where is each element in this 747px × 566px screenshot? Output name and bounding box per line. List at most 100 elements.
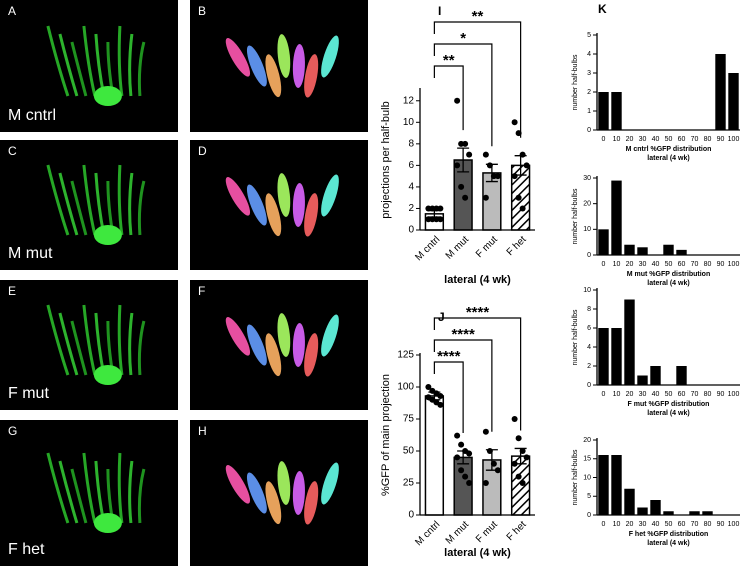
x-tick-label: 70 bbox=[691, 391, 699, 398]
gfp-signal bbox=[128, 460, 134, 524]
reconstruction bbox=[246, 324, 267, 366]
data-point bbox=[437, 216, 444, 223]
x-tick-label: 70 bbox=[691, 521, 699, 528]
gfp-signal bbox=[58, 312, 79, 376]
data-point bbox=[437, 401, 444, 408]
bar bbox=[453, 456, 473, 516]
gfp-signal bbox=[128, 312, 134, 376]
bar bbox=[650, 366, 661, 385]
reconstruction bbox=[321, 314, 339, 357]
x-axis-label: lateral (4 wk) bbox=[647, 155, 689, 162]
data-point bbox=[458, 441, 465, 448]
y-tick-label: 0 bbox=[587, 382, 591, 389]
y-tick-label: 10 bbox=[403, 117, 415, 128]
data-point bbox=[494, 467, 501, 474]
bar bbox=[676, 366, 687, 385]
data-point bbox=[519, 448, 526, 454]
bar bbox=[715, 54, 726, 130]
y-axis-label: %GFP of main projection bbox=[380, 374, 392, 496]
y-tick-label: 20 bbox=[583, 437, 591, 444]
x-tick-label: 60 bbox=[678, 261, 686, 268]
data-point bbox=[511, 416, 518, 422]
significance-bracket bbox=[433, 65, 464, 131]
y-tick-label: 8 bbox=[408, 138, 414, 149]
gfp-signal bbox=[58, 172, 79, 236]
gfp-signal bbox=[46, 25, 70, 97]
y-tick-label: 15 bbox=[583, 456, 591, 463]
x-tick-label: 80 bbox=[704, 261, 712, 268]
x-axis-label: F mut %GFP distribution bbox=[628, 401, 710, 408]
gfp-signal bbox=[82, 25, 97, 97]
x-tick-label: 90 bbox=[717, 136, 725, 143]
bar bbox=[702, 511, 713, 515]
bar bbox=[624, 299, 635, 385]
x-tick-label: M mut bbox=[444, 234, 472, 262]
significance-bracket bbox=[433, 21, 522, 138]
bar bbox=[663, 511, 674, 515]
reconstruction bbox=[225, 465, 251, 504]
x-axis-label: lateral (4 wk) bbox=[647, 410, 689, 417]
gfp-signal bbox=[93, 513, 122, 533]
y-tick-label: 2 bbox=[587, 89, 591, 96]
bar bbox=[611, 92, 622, 130]
reconstruction bbox=[265, 54, 282, 98]
gfp-signal bbox=[70, 180, 88, 236]
x-tick-label: 0 bbox=[602, 391, 606, 398]
panel-letter: K bbox=[598, 2, 607, 16]
reconstruction bbox=[304, 333, 319, 377]
y-axis-label: number half-bulbs bbox=[572, 449, 579, 506]
data-point bbox=[482, 194, 489, 201]
panel-letter: I bbox=[438, 4, 441, 18]
panel-label: F mut bbox=[8, 385, 49, 402]
x-tick-label: 70 bbox=[691, 261, 699, 268]
micrograph bbox=[190, 280, 368, 410]
y-tick-label: 30 bbox=[583, 175, 591, 182]
x-tick-label: 50 bbox=[665, 261, 673, 268]
y-tick-label: 75 bbox=[403, 414, 415, 425]
y-tick-label: 0 bbox=[587, 512, 591, 519]
reconstruction bbox=[292, 323, 305, 367]
gfp-signal bbox=[70, 468, 88, 524]
reconstruction bbox=[277, 173, 291, 217]
reconstruction bbox=[292, 44, 305, 88]
gfp-signal bbox=[46, 304, 70, 376]
significance-label: **** bbox=[451, 326, 475, 343]
gfp-signal bbox=[46, 452, 70, 524]
reconstruction bbox=[321, 462, 339, 505]
data-point bbox=[437, 392, 444, 399]
reconstruction bbox=[292, 183, 305, 227]
bar bbox=[598, 455, 609, 515]
x-tick-label: 80 bbox=[704, 391, 712, 398]
data-point bbox=[454, 454, 461, 461]
data-point bbox=[482, 428, 489, 435]
x-axis-label: M mut %GFP distribution bbox=[627, 271, 710, 278]
reconstruction bbox=[304, 481, 319, 525]
data-point bbox=[486, 162, 493, 169]
data-point bbox=[511, 460, 518, 467]
panel-label: F het bbox=[8, 541, 45, 558]
x-tick-label: 30 bbox=[639, 391, 647, 398]
error-bar bbox=[457, 147, 470, 173]
data-point bbox=[462, 140, 469, 147]
gfp-signal bbox=[93, 225, 122, 245]
bar bbox=[624, 488, 635, 515]
data-point bbox=[482, 480, 489, 486]
x-tick-label: 30 bbox=[639, 261, 647, 268]
x-tick-label: 100 bbox=[728, 521, 740, 528]
gfp-signal bbox=[93, 86, 122, 106]
x-tick-label: 50 bbox=[665, 136, 673, 143]
y-axis-label: projections per half-bulb bbox=[380, 101, 392, 218]
panel-letter: J bbox=[438, 310, 445, 324]
gfp-signal bbox=[46, 164, 70, 236]
data-point bbox=[458, 183, 465, 190]
panel-label: M mut bbox=[8, 245, 53, 262]
gfp-signal bbox=[70, 320, 88, 376]
y-tick-label: 5 bbox=[587, 493, 591, 500]
panel-letter: A bbox=[8, 4, 16, 18]
y-tick-label: 4 bbox=[408, 182, 414, 193]
bar bbox=[598, 328, 609, 385]
y-axis-label: number half-bulbs bbox=[572, 54, 579, 111]
x-tick-label: 60 bbox=[678, 391, 686, 398]
y-axis-label: number half-bulbs bbox=[572, 188, 579, 245]
data-point bbox=[482, 151, 489, 158]
